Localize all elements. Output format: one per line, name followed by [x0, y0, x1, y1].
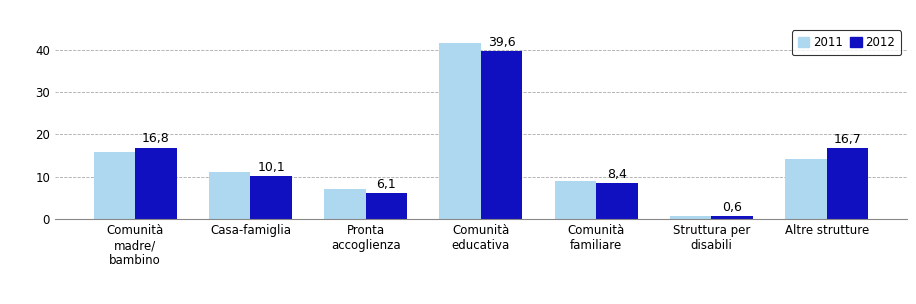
Bar: [826, 148, 868, 219]
Bar: [670, 216, 712, 219]
Bar: [712, 216, 753, 219]
Bar: [93, 152, 136, 219]
Bar: [440, 43, 481, 219]
Bar: [785, 159, 826, 219]
Text: 39,6: 39,6: [488, 36, 516, 49]
Bar: [250, 176, 292, 219]
Text: 16,8: 16,8: [142, 132, 169, 145]
Bar: [365, 193, 407, 219]
Bar: [481, 51, 522, 219]
Bar: [555, 181, 596, 219]
Bar: [596, 183, 638, 219]
Bar: [209, 171, 250, 219]
Legend: 2011, 2012: 2011, 2012: [791, 30, 901, 55]
Text: 6,1: 6,1: [376, 178, 397, 191]
Text: 10,1: 10,1: [257, 161, 285, 174]
Text: 8,4: 8,4: [607, 168, 627, 181]
Bar: [324, 189, 365, 219]
Text: 0,6: 0,6: [722, 201, 742, 214]
Bar: [136, 148, 177, 219]
Text: 16,7: 16,7: [834, 133, 861, 146]
